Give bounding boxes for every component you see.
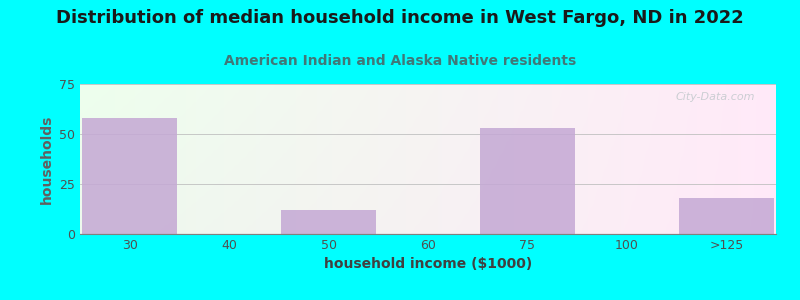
Text: City-Data.com: City-Data.com xyxy=(676,92,755,101)
Text: American Indian and Alaska Native residents: American Indian and Alaska Native reside… xyxy=(224,54,576,68)
Bar xyxy=(679,198,774,234)
Text: Distribution of median household income in West Fargo, ND in 2022: Distribution of median household income … xyxy=(56,9,744,27)
Bar xyxy=(480,128,574,234)
Bar xyxy=(282,210,376,234)
Y-axis label: households: households xyxy=(39,114,54,204)
Bar xyxy=(82,118,177,234)
X-axis label: household income ($1000): household income ($1000) xyxy=(324,257,532,272)
